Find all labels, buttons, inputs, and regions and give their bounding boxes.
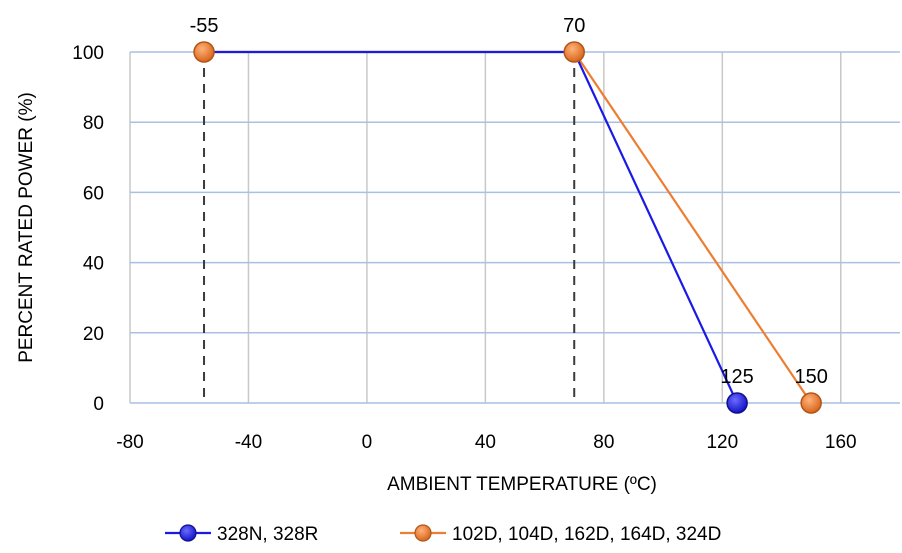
data-label: 150: [794, 366, 827, 388]
x-tick-label: -80: [116, 432, 143, 453]
data-point-marker: [726, 392, 748, 414]
y-tick-label: 100: [72, 43, 104, 64]
data-point-marker: [563, 41, 585, 63]
legend-marker-1: [414, 524, 432, 542]
data-point-marker: [800, 392, 822, 414]
y-axis-title: PERCENT RATED POWER (%): [16, 92, 37, 363]
series-line-0: [204, 50, 739, 404]
legend-label-1: 102D, 104D, 162D, 164D, 324D: [452, 524, 721, 545]
legend: 328N, 328R 102D, 104D, 162D, 164D, 324D: [165, 524, 721, 545]
y-tick-label: 20: [83, 324, 104, 345]
tick-labels: -80 -40 0 40 80 120 160 0 20 40 60 80 100: [72, 43, 856, 453]
reference-lines: [203, 52, 576, 403]
y-tick-label: 80: [83, 113, 104, 134]
x-tick-label: 120: [706, 432, 738, 453]
x-tick-label: -40: [235, 432, 262, 453]
data-point-marker: [193, 41, 215, 63]
x-tick-label: 40: [475, 432, 496, 453]
y-tick-label: 0: [93, 394, 104, 415]
series-lines: [204, 50, 813, 404]
series-line-1: [204, 50, 813, 404]
data-label: 70: [563, 15, 585, 37]
data-label: 125: [720, 366, 753, 388]
series-markers: [193, 41, 822, 414]
x-tick-label: 0: [362, 432, 373, 453]
legend-marker-0: [179, 524, 197, 542]
data-label: -55: [190, 15, 219, 37]
x-tick-label: 80: [593, 432, 614, 453]
data-labels: -55 70 125 150: [190, 15, 828, 388]
x-axis-title: AMBIENT TEMPERATURE (ºC): [387, 474, 657, 495]
y-tick-label: 40: [83, 254, 104, 275]
y-tick-label: 60: [83, 183, 104, 204]
grid-layer: [129, 51, 900, 404]
legend-label-0: 328N, 328R: [217, 524, 318, 545]
x-tick-label: 160: [825, 432, 857, 453]
